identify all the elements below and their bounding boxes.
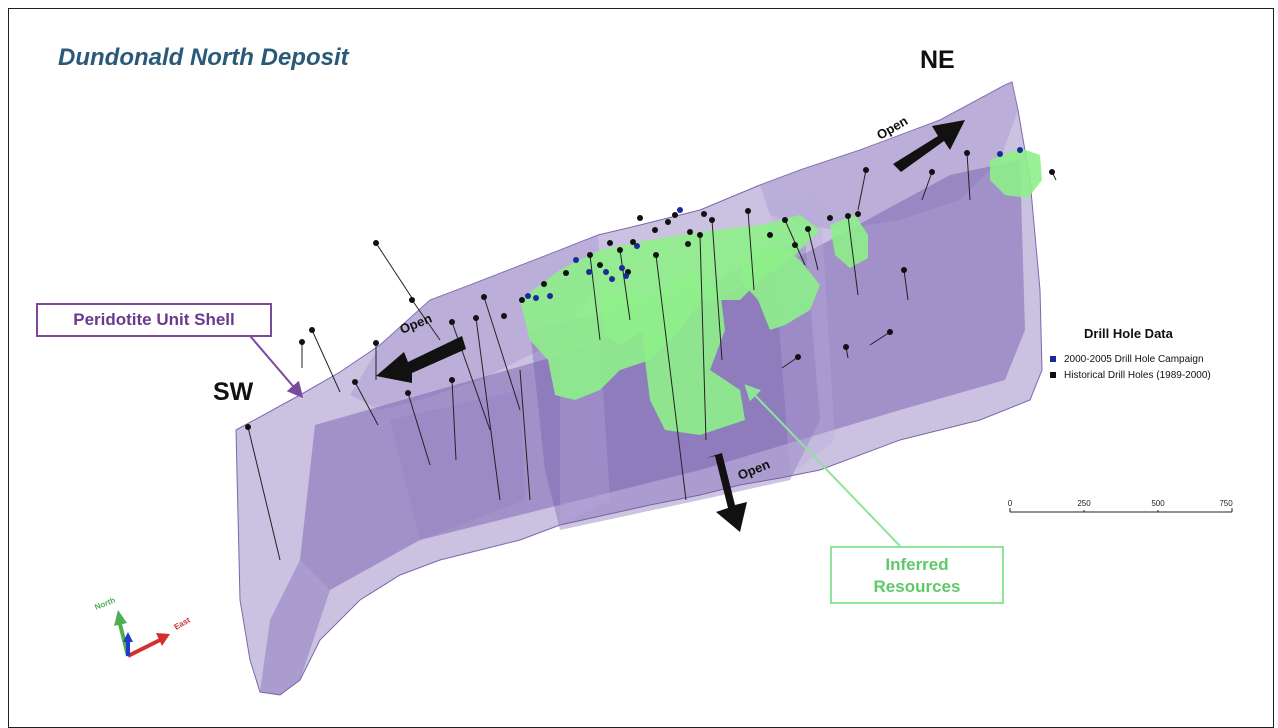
direction-ne-label: NE [920,46,955,74]
deposit-3d-model: Open Open Open 0 250 500 750 North East [93,81,1233,696]
scale-tick-250: 250 [1077,499,1091,508]
north-label: North [93,595,116,611]
scale-bar [1009,508,1233,513]
inferred-callout-line1: Inferred [885,555,949,574]
east-label: East [173,615,192,631]
scale-tick-500: 500 [1151,499,1165,508]
page-title: Dundonald North Deposit [58,44,349,71]
legend-label-campaign: 2000-2005 Drill Hole Campaign [1064,353,1204,365]
legend-label-historical: Historical Drill Holes (1989-2000) [1064,369,1211,381]
legend-swatch-blue [1050,356,1056,362]
drill-hole-collars [245,147,1055,430]
scale-tick-0: 0 [1008,499,1013,508]
orientation-axes-icon: North East [93,595,192,658]
inferred-resources-callout: Inferred Resources [830,546,1004,604]
inferred-callout-line2: Resources [873,577,961,596]
legend-item-historical: Historical Drill Holes (1989-2000) [1050,367,1211,383]
direction-sw-label: SW [213,378,254,406]
drill-hole-legend: Drill Hole Data 2000-2005 Drill Hole Cam… [1050,326,1211,383]
peridotite-leader-line [244,329,304,399]
legend-swatch-black [1050,372,1056,378]
legend-item-campaign: 2000-2005 Drill Hole Campaign [1050,351,1211,367]
legend-title: Drill Hole Data [1084,326,1173,341]
scale-bar-labels: 0 250 500 750 [1008,499,1233,508]
scale-tick-750: 750 [1219,499,1233,508]
peridotite-callout: Peridotite Unit Shell [36,303,272,337]
inferred-leader-line [744,384,901,547]
